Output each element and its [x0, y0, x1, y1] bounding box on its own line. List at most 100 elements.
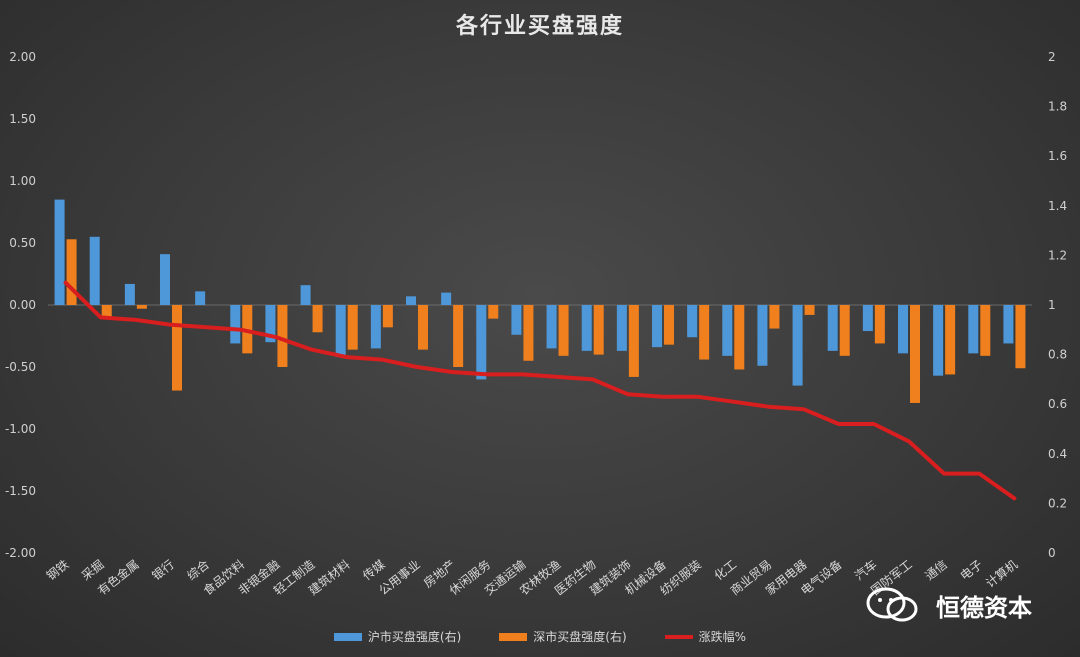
legend-item-change: 涨跌幅% [664, 628, 746, 645]
bar-sh [124, 283, 135, 305]
bar-sh [476, 305, 487, 380]
line-point [556, 375, 560, 379]
y-left-tick-label: 0.00 [9, 298, 36, 312]
legend-item-sh: 沪市买盘强度(右) [333, 628, 461, 645]
bar-sh [160, 254, 170, 305]
x-category-label: 通信 [922, 557, 950, 583]
bar-sz [769, 305, 780, 329]
bar-sz [874, 305, 885, 344]
bar-sh [300, 285, 311, 305]
bar-sh [898, 305, 908, 354]
line-point [99, 315, 103, 319]
line-point [591, 377, 595, 381]
x-category-label: 汽车 [852, 557, 880, 584]
x-category-label: 电子 [958, 557, 986, 583]
bar-sh [933, 305, 944, 376]
line-point [64, 281, 68, 285]
y-right-tick-label: 0.2 [1048, 496, 1067, 510]
watermark: 恒德资本 [858, 585, 1032, 625]
line-point [942, 472, 946, 476]
line-point [485, 372, 489, 376]
bar-sz [453, 305, 464, 367]
bar-sh [441, 292, 452, 305]
line-point [837, 422, 841, 426]
bar-sh [406, 296, 416, 305]
line-point [274, 335, 278, 339]
bar-sh [89, 236, 100, 305]
x-category-label: 钢铁 [44, 557, 72, 583]
line-point [907, 439, 911, 443]
line-point [802, 407, 806, 411]
y-right-tick-label: 1.6 [1048, 149, 1067, 163]
bar-sh [230, 305, 241, 344]
bar-sh [581, 305, 592, 351]
line-point [310, 348, 314, 352]
y-left-tick-label: 1.00 [9, 174, 36, 188]
bar-sh [968, 305, 979, 354]
y-right-tick-label: 1 [1048, 298, 1056, 312]
y-right-tick-label: 1.4 [1048, 199, 1067, 213]
bar-sh [687, 305, 698, 338]
bar-sh [757, 305, 768, 366]
bar-sh [616, 305, 627, 351]
line-point [766, 405, 770, 409]
y-left-tick-label: 2.00 [9, 50, 36, 64]
bar-sh [862, 305, 873, 332]
bar-sz [312, 305, 323, 333]
line-point [380, 358, 384, 362]
y-left-tick-label: -1.50 [5, 484, 36, 498]
line-point [1012, 496, 1016, 500]
legend-swatch-change [664, 634, 693, 639]
line-point [134, 318, 138, 322]
line-point [731, 400, 735, 404]
bar-sh [1003, 305, 1014, 344]
x-category-label: 综合 [184, 557, 212, 584]
bar-sz [628, 305, 639, 377]
line-point [415, 365, 419, 369]
bar-sh [370, 305, 381, 349]
bar-sz [136, 305, 147, 309]
y-left-tick-label: 0.50 [9, 236, 36, 250]
y-left-tick-label: 1.50 [9, 112, 36, 126]
y-left-tick-label: -2.00 [5, 546, 36, 560]
line-change [63, 280, 1017, 501]
bar-sz [839, 305, 850, 356]
bar-sz [66, 239, 77, 305]
bar-sh [827, 305, 838, 351]
bar-sz [382, 305, 393, 328]
line-point [169, 323, 173, 327]
y-right-tick-label: 0.6 [1048, 397, 1067, 411]
legend-swatch-sz [499, 632, 528, 641]
bar-sz [101, 305, 112, 318]
bar-sh [195, 291, 206, 305]
y-right-tick-label: 2 [1048, 50, 1056, 64]
line-point [345, 355, 349, 359]
y-left-tick-label: -0.50 [5, 360, 36, 374]
bar-sh [652, 305, 662, 348]
bar-sh [722, 305, 733, 356]
legend-label-sz: 深市买盘强度(右) [533, 630, 627, 644]
legend-swatch-sh [333, 632, 362, 641]
y-right-tick-label: 0.4 [1048, 447, 1067, 461]
bar-sz [488, 305, 499, 319]
watermark-text: 恒德资本 [936, 593, 1032, 622]
bar-sz [910, 305, 920, 403]
bar-sz [699, 305, 710, 360]
bar-sz [734, 305, 745, 370]
bar-sz [593, 305, 604, 355]
bar-sz [172, 305, 182, 391]
y-right-tick-label: 1.8 [1048, 100, 1067, 114]
bar-sz [664, 305, 674, 345]
x-category-label: 化工 [712, 557, 740, 583]
bar-sz [277, 305, 288, 367]
bar-sh [511, 305, 522, 335]
y-left-tick-label: -1.00 [5, 422, 36, 436]
legend-item-sz: 深市买盘强度(右) [499, 628, 627, 645]
y-right-tick-label: 0 [1048, 546, 1056, 560]
bar-sh [792, 305, 803, 386]
wechat-icon [866, 587, 918, 622]
line-point [872, 422, 876, 426]
x-category-label: 采掘 [78, 557, 106, 584]
y-right-tick-label: 1.2 [1048, 248, 1067, 262]
